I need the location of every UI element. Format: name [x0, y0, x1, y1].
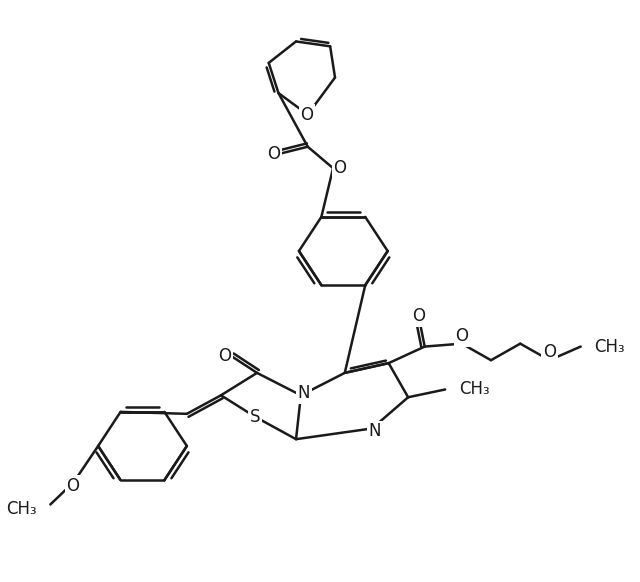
Text: S: S: [250, 408, 260, 426]
Text: CH₃: CH₃: [6, 501, 36, 519]
Text: O: O: [218, 347, 232, 365]
Text: CH₃: CH₃: [595, 338, 625, 356]
Text: O: O: [333, 159, 346, 177]
Text: O: O: [543, 343, 556, 361]
Text: O: O: [300, 105, 313, 123]
Text: CH₃: CH₃: [459, 381, 490, 399]
Text: N: N: [298, 384, 310, 402]
Text: N: N: [369, 423, 381, 441]
Text: O: O: [267, 144, 280, 162]
Text: O: O: [67, 477, 79, 495]
Text: O: O: [455, 327, 468, 345]
Text: O: O: [412, 307, 426, 325]
